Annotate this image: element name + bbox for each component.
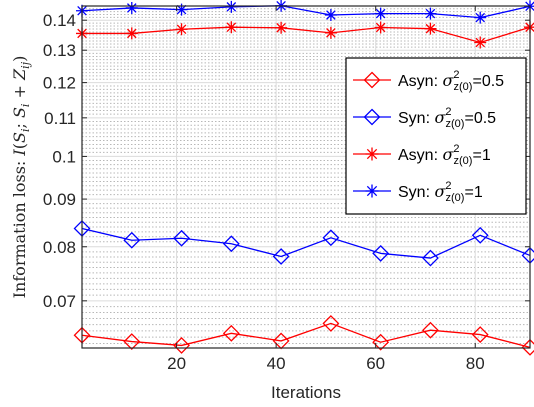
x-axis-title: Iterations: [271, 383, 341, 402]
data-point: [474, 11, 487, 24]
x-tick-label: 40: [267, 354, 286, 373]
data-point: [474, 36, 487, 49]
grid: [82, 6, 530, 348]
data-point: [175, 3, 188, 16]
legend-item: Asyn: σ2 z(0)=0.5: [353, 69, 504, 93]
x-tick-label: 20: [167, 354, 186, 373]
data-point: [125, 27, 138, 40]
data-point: [422, 249, 439, 267]
y-tick-label: 0.09: [43, 190, 76, 209]
data-point: [424, 7, 437, 20]
series-line: [82, 26, 531, 44]
y-tick-label: 0.12: [43, 74, 76, 93]
data-point: [175, 23, 188, 36]
data-point: [363, 108, 381, 126]
data-point: [471, 326, 489, 343]
data-point: [125, 1, 138, 14]
y-tick-labels: 0.07 0.08 0.09 0.1 0.11 0.12 0.13 0.14: [43, 11, 76, 311]
data-point: [521, 338, 534, 356]
data-point: [173, 229, 190, 247]
y-tick-label: 0.07: [43, 292, 76, 311]
data-point: [372, 333, 390, 351]
data-point: [275, 21, 288, 34]
data-point: [374, 21, 387, 34]
data-point: [422, 321, 439, 339]
series-layer: [73, 0, 534, 356]
data-point: [272, 248, 290, 265]
series: [73, 314, 534, 356]
data-point: [524, 21, 534, 34]
series: [76, 21, 534, 49]
x-tick-labels: 20 40 60 80: [167, 354, 485, 373]
legend-item: Asyn: σ2 z(0)=1: [353, 143, 491, 167]
data-point: [521, 247, 534, 264]
x-tick-label: 80: [466, 354, 485, 373]
plot-frame: [81, 5, 531, 349]
legend-label: Syn: σ2 z(0)=1: [398, 180, 483, 204]
data-point: [324, 26, 337, 39]
legend-item: Syn: σ2 z(0)=0.5: [353, 106, 496, 130]
series-line: [81, 322, 531, 348]
y-tick-label: 0.14: [43, 11, 76, 30]
legend-label: Syn: σ2 z(0)=0.5: [398, 106, 496, 130]
legend-label: Asyn: σ2 z(0)=0.5: [398, 69, 504, 93]
y-tick-label: 0.11: [44, 109, 76, 128]
data-point: [225, 0, 238, 13]
legend: Asyn: σ2 z(0)=0.5 Syn: σ2 z(0)=0.5 Asyn: σ2 z…: [345, 57, 527, 215]
data-point: [471, 226, 489, 244]
data-point: [322, 229, 340, 247]
y-tick-label: 0.13: [43, 41, 76, 60]
data-point: [123, 231, 141, 249]
data-point: [324, 9, 337, 22]
legend-item: Syn: σ2 z(0)=1: [353, 180, 483, 204]
data-point: [123, 333, 141, 350]
data-point: [372, 244, 390, 262]
data-point: [424, 22, 437, 35]
data-point: [222, 235, 240, 253]
y-axis-title: Information loss: I(Si; Si + Zij): [10, 56, 32, 299]
data-point: [225, 21, 238, 34]
series: [73, 220, 534, 267]
legend-label: Asyn: σ2 z(0)=1: [398, 143, 491, 167]
series-line: [81, 5, 531, 19]
data-point: [363, 71, 381, 89]
x-tick-label: 60: [366, 354, 385, 373]
data-point: [222, 324, 240, 342]
data-point: [365, 147, 379, 161]
series-line: [81, 227, 531, 259]
y-tick-label: 0.1: [52, 147, 76, 166]
data-point: [374, 7, 387, 20]
data-point: [365, 184, 379, 198]
y-tick-label: 0.08: [43, 238, 76, 257]
data-point: [173, 336, 190, 354]
data-point: [322, 314, 340, 332]
